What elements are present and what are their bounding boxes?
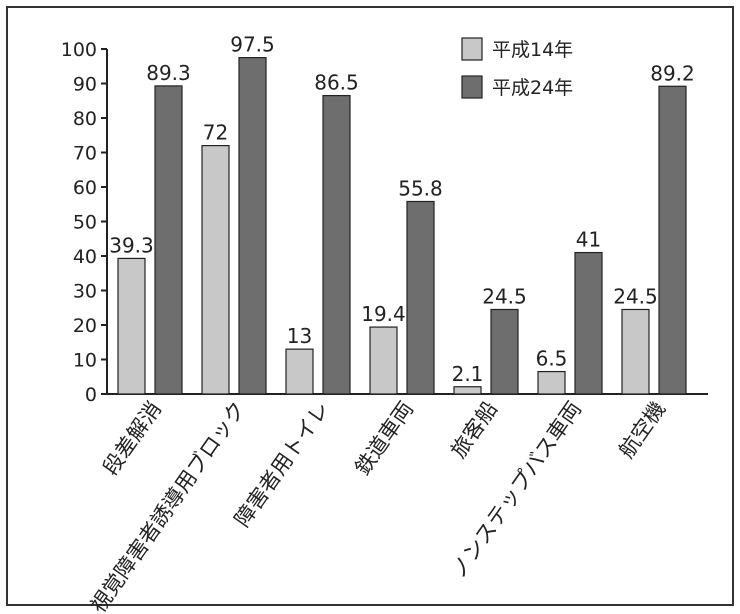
- bar-h14: [369, 326, 398, 395]
- y-tick-label: 80: [73, 108, 97, 130]
- y-tick-label: 40: [73, 246, 97, 268]
- legend-swatch: [461, 75, 483, 99]
- data-label: 41: [576, 228, 601, 252]
- bar-h14: [117, 257, 146, 395]
- legend-label: 平成14年: [492, 39, 573, 61]
- data-label: 6.5: [536, 347, 568, 371]
- bar-h24: [238, 57, 267, 395]
- legend-label: 平成24年: [492, 77, 573, 99]
- data-label: 19.4: [361, 302, 406, 326]
- y-tick-label: 30: [73, 281, 97, 303]
- y-tick-label: 20: [73, 315, 97, 337]
- category-label: 段差解消: [98, 397, 166, 480]
- y-tick-label: 0: [85, 384, 97, 406]
- bar-h24: [154, 85, 183, 395]
- y-tick-label: 90: [73, 74, 97, 96]
- y-tick-label: 70: [73, 143, 97, 165]
- category-label: 旅客船: [446, 397, 502, 462]
- data-label: 89.3: [146, 61, 191, 85]
- data-label: 24.5: [613, 284, 658, 308]
- data-label: 97.5: [230, 33, 275, 57]
- bar-h14: [453, 386, 482, 395]
- category-label: 障害者用トイレ: [230, 397, 334, 531]
- data-label: 55.8: [398, 176, 443, 200]
- bar-h24: [574, 251, 603, 395]
- category-label: 視覚障害者誘導用ブロック: [86, 397, 250, 614]
- bar-h24: [406, 200, 435, 395]
- y-tick-label: 10: [73, 350, 97, 372]
- data-label: 2.1: [452, 362, 484, 386]
- data-label: 72: [203, 121, 228, 145]
- data-label: 13: [287, 324, 312, 348]
- bar-h24: [322, 94, 351, 395]
- y-tick-label: 100: [61, 39, 97, 61]
- data-label: 39.3: [109, 233, 154, 257]
- bar-h14: [621, 308, 650, 395]
- data-label: 86.5: [314, 71, 359, 95]
- y-tick-label: 50: [73, 212, 97, 234]
- data-label: 89.2: [650, 61, 695, 85]
- category-label: 鉄道車両: [350, 397, 418, 480]
- data-label: 24.5: [482, 284, 527, 308]
- bar-h14: [201, 145, 230, 395]
- bar-h24: [658, 85, 687, 395]
- bar-h14: [285, 348, 314, 395]
- y-tick-label: 60: [73, 177, 97, 199]
- legend-swatch: [461, 37, 483, 61]
- bars: [117, 57, 687, 395]
- bar-h24: [490, 308, 519, 395]
- bar-h14: [537, 370, 566, 395]
- category-label: 航空機: [614, 397, 670, 462]
- data-labels: 39.3 72 13 19.4 2.1 6.5 24.5 89.3 97.5 86.5 55.8 24…: [109, 33, 695, 386]
